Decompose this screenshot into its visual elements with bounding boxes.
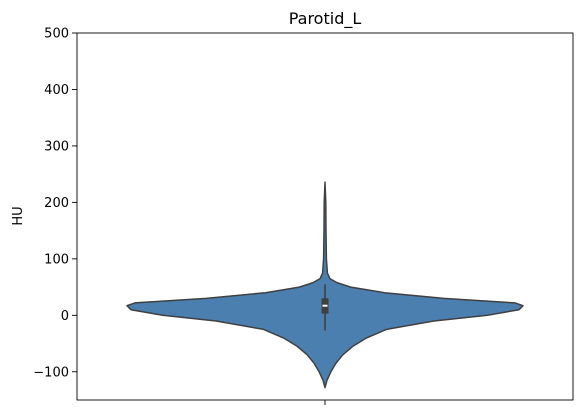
y-tick-label: 400 <box>44 83 69 98</box>
violin <box>126 181 524 389</box>
y-tick-label: 0 <box>61 309 69 324</box>
chart-title: Parotid_L <box>289 9 362 29</box>
y-tick-label: 300 <box>44 139 69 154</box>
y-tick-label: −100 <box>33 365 69 380</box>
y-tick-label: 200 <box>44 196 69 211</box>
y-axis-label: HU <box>11 206 26 225</box>
y-tick-label: 500 <box>44 27 69 42</box>
y-axis-ticks: −100 0 100 200 300 400 500 <box>33 27 77 380</box>
y-tick-label: 100 <box>44 252 69 267</box>
